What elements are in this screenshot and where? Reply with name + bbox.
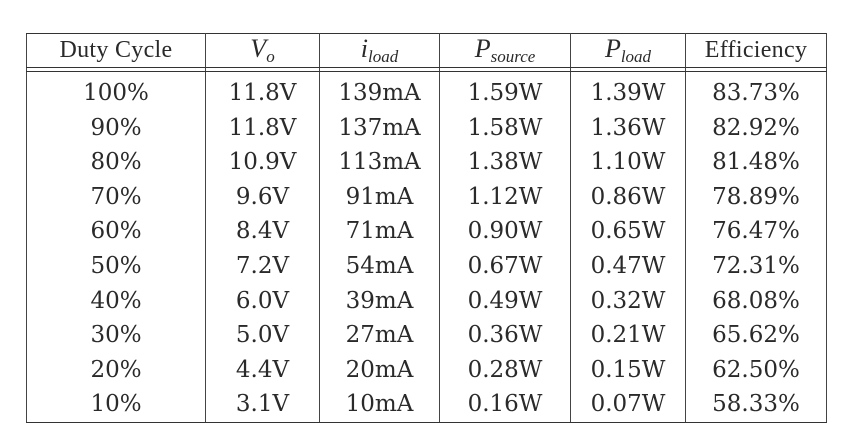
cell-output-voltage: 5.0V	[205, 318, 320, 353]
header-efficiency: Efficiency	[685, 33, 827, 68]
cell-output-voltage: 10.9V	[205, 145, 320, 180]
cell-duty-cycle: 30%	[26, 318, 206, 353]
cell-duty-cycle: 100%	[26, 71, 206, 111]
header-load-power: Pload	[570, 33, 686, 68]
cell-source-power: 0.16W	[439, 387, 571, 423]
cell-output-voltage: 3.1V	[205, 387, 320, 423]
cell-efficiency: 82.92%	[685, 110, 827, 146]
table-row: 60% 8.4V 71mA 0.90W 0.65W 76.47%	[26, 214, 827, 249]
cell-duty-cycle: 80%	[26, 145, 206, 180]
cell-efficiency: 58.33%	[685, 387, 827, 423]
cell-load-current: 20mA	[319, 352, 440, 388]
header-duty-cycle-label: Duty Cycle	[59, 37, 173, 63]
cell-source-power: 0.90W	[439, 214, 571, 249]
cell-load-current: 113mA	[319, 145, 440, 180]
cell-source-power: 0.49W	[439, 283, 571, 319]
cell-duty-cycle: 40%	[26, 283, 206, 319]
cell-efficiency: 81.48%	[685, 145, 827, 180]
cell-duty-cycle: 90%	[26, 110, 206, 146]
cell-source-power: 1.59W	[439, 71, 571, 111]
header-source-power: Psource	[439, 33, 571, 68]
cell-load-current: 39mA	[319, 283, 440, 319]
cell-efficiency: 78.89%	[685, 179, 827, 215]
cell-load-current: 54mA	[319, 248, 440, 284]
cell-load-current: 137mA	[319, 110, 440, 146]
header-load-power-label: Pload	[604, 34, 652, 66]
cell-load-power: 0.32W	[570, 283, 686, 319]
cell-load-current: 91mA	[319, 179, 440, 215]
header-load-current-label: iload	[360, 34, 399, 66]
table-row: 90% 11.8V 137mA 1.58W 1.36W 82.92%	[26, 110, 827, 146]
table-row: 80% 10.9V 113mA 1.38W 1.10W 81.48%	[26, 145, 827, 180]
table-row: 30% 5.0V 27mA 0.36W 0.21W 65.62%	[26, 318, 827, 353]
cell-load-power: 0.86W	[570, 179, 686, 215]
header-double-rule	[26, 67, 827, 72]
cell-output-voltage: 9.6V	[205, 179, 320, 215]
cell-duty-cycle: 20%	[26, 352, 206, 388]
cell-efficiency: 76.47%	[685, 214, 827, 249]
cell-output-voltage: 6.0V	[205, 283, 320, 319]
cell-output-voltage: 11.8V	[205, 71, 320, 111]
cell-duty-cycle: 10%	[26, 387, 206, 423]
header-output-voltage: Vo	[205, 33, 320, 68]
cell-efficiency: 72.31%	[685, 248, 827, 284]
cell-duty-cycle: 70%	[26, 179, 206, 215]
table-row: 100% 11.8V 139mA 1.59W 1.39W 83.73%	[26, 71, 827, 111]
cell-output-voltage: 7.2V	[205, 248, 320, 284]
header-efficiency-label: Efficiency	[704, 37, 808, 63]
header-duty-cycle: Duty Cycle	[26, 33, 206, 68]
cell-load-power: 0.21W	[570, 318, 686, 353]
table-row: 70% 9.6V 91mA 1.12W 0.86W 78.89%	[26, 179, 827, 215]
cell-duty-cycle: 60%	[26, 214, 206, 249]
cell-load-power: 1.10W	[570, 145, 686, 180]
header-row: Duty Cycle Vo iload Psource Pload Effici…	[26, 33, 827, 68]
cell-source-power: 1.58W	[439, 110, 571, 146]
cell-source-power: 1.12W	[439, 179, 571, 215]
header-output-voltage-label: Vo	[250, 34, 275, 66]
cell-efficiency: 62.50%	[685, 352, 827, 388]
cell-output-voltage: 4.4V	[205, 352, 320, 388]
table-row: 20% 4.4V 20mA 0.28W 0.15W 62.50%	[26, 352, 827, 388]
cell-duty-cycle: 50%	[26, 248, 206, 284]
efficiency-table: Duty Cycle Vo iload Psource Pload Effici…	[26, 33, 827, 423]
header-load-current: iload	[319, 33, 440, 68]
table-row: 50% 7.2V 54mA 0.67W 0.47W 72.31%	[26, 248, 827, 284]
cell-load-power: 1.36W	[570, 110, 686, 146]
cell-load-power: 0.65W	[570, 214, 686, 249]
cell-source-power: 0.28W	[439, 352, 571, 388]
cell-load-current: 71mA	[319, 214, 440, 249]
cell-load-power: 0.47W	[570, 248, 686, 284]
cell-load-current: 10mA	[319, 387, 440, 423]
table-row: 10% 3.1V 10mA 0.16W 0.07W 58.33%	[26, 387, 827, 423]
header-source-power-label: Psource	[474, 34, 536, 66]
cell-output-voltage: 11.8V	[205, 110, 320, 146]
cell-load-power: 1.39W	[570, 71, 686, 111]
cell-source-power: 0.67W	[439, 248, 571, 284]
cell-load-power: 0.15W	[570, 352, 686, 388]
table-body: 100% 11.8V 139mA 1.59W 1.39W 83.73% 90% 11.8V 13…	[26, 71, 827, 423]
cell-source-power: 1.38W	[439, 145, 571, 180]
table-row: 40% 6.0V 39mA 0.49W 0.32W 68.08%	[26, 283, 827, 319]
cell-load-current: 139mA	[319, 71, 440, 111]
cell-load-current: 27mA	[319, 318, 440, 353]
cell-load-power: 0.07W	[570, 387, 686, 423]
cell-source-power: 0.36W	[439, 318, 571, 353]
cell-efficiency: 65.62%	[685, 318, 827, 353]
cell-output-voltage: 8.4V	[205, 214, 320, 249]
cell-efficiency: 83.73%	[685, 71, 827, 111]
cell-efficiency: 68.08%	[685, 283, 827, 319]
